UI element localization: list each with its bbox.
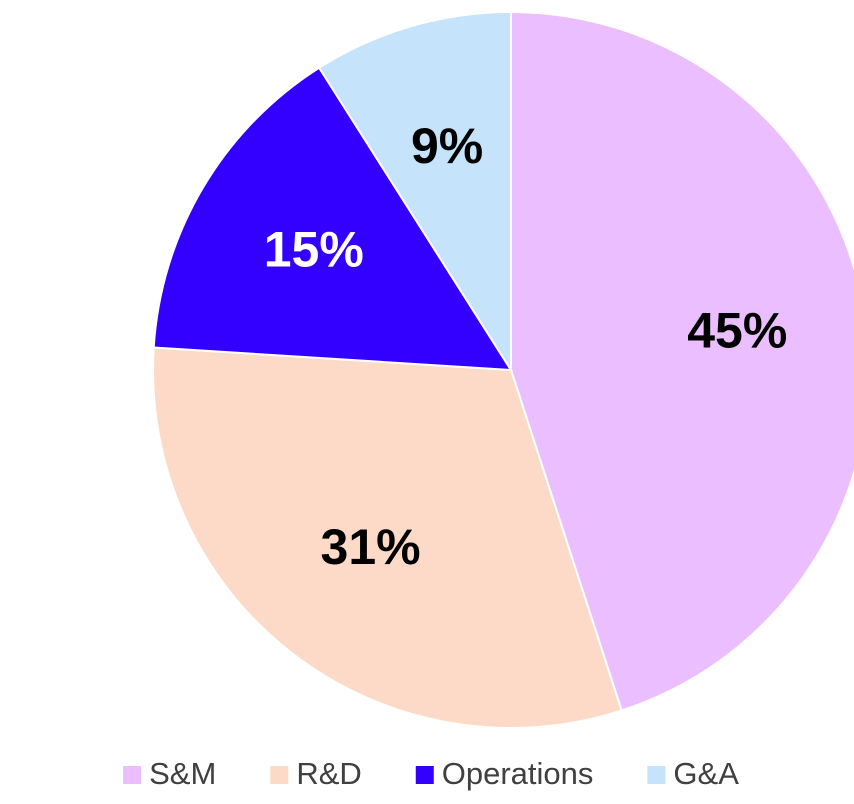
pie-slice: [152, 346, 623, 729]
legend-swatch: [123, 766, 142, 784]
legend-label: G&A: [673, 756, 739, 791]
data-label: 9%: [411, 118, 483, 174]
pie-slice: [152, 66, 513, 372]
data-label: 45%: [687, 302, 787, 358]
pie-slice: [510, 10, 854, 712]
pie-slice: [317, 10, 512, 374]
legend-label: Operations: [442, 756, 594, 791]
legend-label: R&D: [296, 756, 361, 791]
legend-swatch: [415, 766, 434, 784]
legend-label: S&M: [149, 756, 216, 791]
legend-swatch: [647, 766, 666, 784]
data-label: 31%: [321, 519, 421, 575]
legend-swatch: [270, 766, 289, 784]
data-label: 15%: [264, 222, 364, 278]
